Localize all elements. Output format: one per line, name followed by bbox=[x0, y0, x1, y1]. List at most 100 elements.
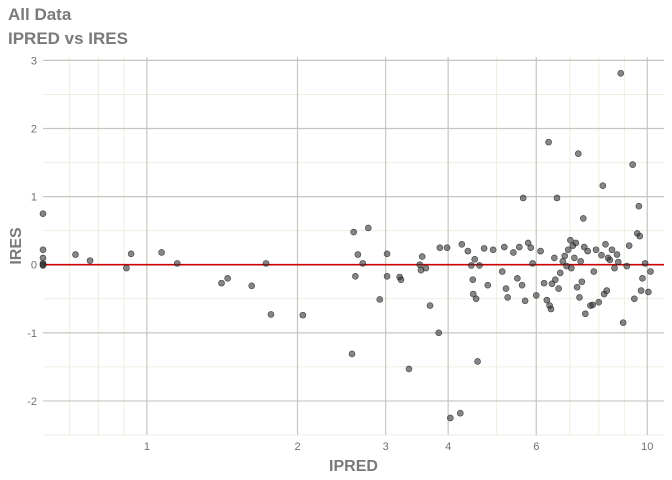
data-point bbox=[553, 194, 561, 202]
data-point bbox=[267, 311, 275, 318]
y-tick-label: 3 bbox=[31, 55, 37, 67]
data-point bbox=[564, 246, 572, 254]
data-point bbox=[617, 70, 625, 77]
data-point bbox=[354, 251, 362, 258]
x-tick-labels: 1 2 3 4 6 10 bbox=[144, 441, 654, 453]
data-point bbox=[577, 258, 584, 265]
data-point bbox=[72, 251, 79, 258]
data-point bbox=[472, 295, 480, 303]
data-point bbox=[123, 264, 130, 272]
chart-title: All Data bbox=[8, 5, 72, 24]
data-point bbox=[574, 150, 582, 158]
data-point bbox=[514, 275, 521, 282]
data-point bbox=[589, 301, 597, 309]
data-point bbox=[561, 252, 569, 260]
data-point bbox=[489, 246, 497, 254]
data-point bbox=[299, 311, 307, 319]
data-point bbox=[510, 249, 517, 256]
y-tick-label: 1 bbox=[31, 192, 37, 204]
data-point bbox=[397, 276, 405, 284]
data-point bbox=[484, 281, 492, 289]
data-point bbox=[469, 290, 477, 298]
data-point bbox=[645, 288, 652, 296]
data-point bbox=[540, 279, 548, 287]
data-point bbox=[158, 249, 165, 256]
data-point bbox=[592, 246, 600, 254]
data-point bbox=[502, 285, 510, 292]
data-point bbox=[576, 294, 583, 301]
data-point bbox=[456, 409, 464, 417]
data-points bbox=[39, 70, 654, 422]
data-point bbox=[501, 243, 508, 251]
chart-subtitle: IPRED vs IRES bbox=[8, 29, 128, 48]
data-point bbox=[611, 264, 618, 272]
data-point bbox=[498, 268, 506, 275]
data-point bbox=[480, 245, 488, 252]
data-point bbox=[555, 285, 562, 292]
data-point bbox=[173, 260, 181, 267]
data-point bbox=[578, 278, 586, 286]
y-tick-label: 0 bbox=[31, 260, 37, 272]
data-point bbox=[516, 243, 523, 251]
data-point bbox=[623, 262, 631, 270]
data-point bbox=[547, 305, 555, 313]
data-point bbox=[39, 210, 47, 217]
y-tick-label: 2 bbox=[31, 124, 37, 136]
data-point bbox=[641, 260, 649, 267]
data-point bbox=[447, 414, 454, 422]
data-point bbox=[521, 297, 529, 305]
data-point bbox=[630, 295, 638, 303]
data-point bbox=[567, 236, 574, 244]
data-point bbox=[422, 264, 430, 272]
data-point bbox=[348, 350, 356, 358]
data-point bbox=[529, 260, 536, 267]
data-point bbox=[86, 257, 94, 264]
data-point bbox=[573, 283, 581, 291]
x-tick-label: 2 bbox=[294, 441, 300, 453]
data-point bbox=[418, 253, 426, 260]
data-point bbox=[127, 250, 135, 258]
data-point bbox=[39, 254, 47, 262]
data-point bbox=[469, 276, 477, 284]
data-point bbox=[551, 254, 558, 262]
data-point bbox=[572, 239, 580, 247]
data-point bbox=[224, 275, 231, 282]
data-point bbox=[350, 228, 357, 236]
data-point bbox=[545, 138, 552, 146]
data-point bbox=[613, 251, 621, 258]
data-point bbox=[619, 319, 627, 326]
data-point bbox=[248, 282, 256, 290]
data-point bbox=[262, 260, 270, 267]
data-point bbox=[416, 261, 424, 269]
data-point bbox=[637, 287, 645, 294]
data-point bbox=[383, 250, 391, 258]
x-axis-label: IPRED bbox=[329, 458, 378, 475]
data-point bbox=[543, 296, 551, 304]
x-tick-label: 10 bbox=[641, 441, 653, 453]
x-tick-label: 3 bbox=[383, 441, 389, 453]
data-point bbox=[468, 262, 475, 269]
data-point bbox=[599, 182, 607, 190]
data-point bbox=[580, 215, 587, 222]
data-point bbox=[39, 246, 47, 254]
data-point bbox=[647, 268, 654, 275]
data-point bbox=[532, 292, 540, 299]
y-tick-labels: -2 -1 0 1 2 3 bbox=[27, 55, 37, 408]
data-point bbox=[518, 281, 526, 289]
y-tick-label: -2 bbox=[27, 396, 37, 408]
data-point bbox=[504, 294, 511, 301]
data-point bbox=[376, 296, 384, 303]
data-point bbox=[635, 202, 643, 210]
data-point bbox=[571, 254, 578, 262]
x-tick-label: 4 bbox=[445, 441, 451, 453]
data-point bbox=[629, 161, 636, 168]
data-point bbox=[364, 224, 372, 232]
data-point bbox=[636, 232, 644, 240]
data-point bbox=[552, 276, 559, 284]
data-point bbox=[458, 240, 466, 248]
data-point bbox=[606, 256, 614, 264]
data-point bbox=[476, 262, 483, 269]
data-point bbox=[443, 244, 451, 252]
y-tick-label: -1 bbox=[27, 328, 37, 340]
x-tick-label: 6 bbox=[533, 441, 539, 453]
